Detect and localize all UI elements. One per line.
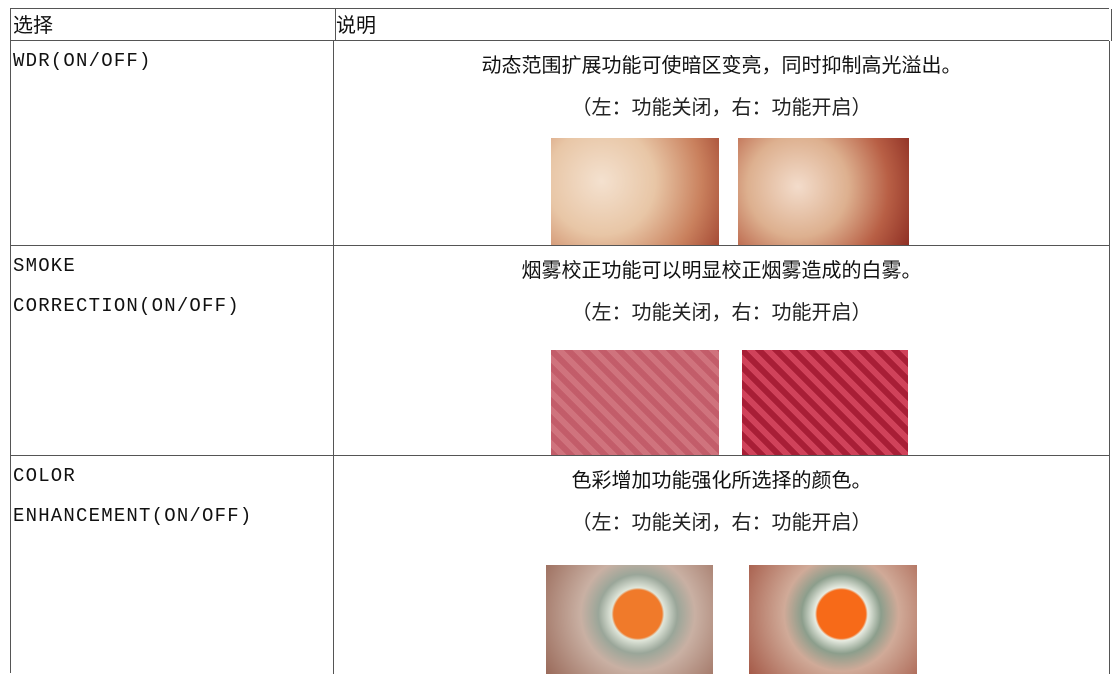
image-off (551, 138, 719, 246)
image-off (546, 565, 713, 674)
description-cell: 动态范围扩展功能可使暗区变亮，同时抑制高光溢出。 （左：功能关闭，右：功能开启） (334, 41, 1110, 246)
description-text: 色彩增加功能强化所选择的颜色。 (571, 468, 872, 492)
image-on (742, 350, 908, 456)
image-on (738, 138, 909, 246)
option-text: COLOR ENHANCEMENT(ON/OFF) (13, 465, 253, 527)
option-text: WDR(ON/OFF) (13, 50, 152, 72)
table-row: WDR(ON/OFF) 动态范围扩展功能可使暗区变亮，同时抑制高光溢出。 （左：… (11, 40, 1110, 246)
description-text: 动态范围扩展功能可使暗区变亮，同时抑制高光溢出。 (481, 53, 962, 77)
option-cell: COLOR ENHANCEMENT(ON/OFF) (11, 456, 334, 674)
header-cell: 选择 (11, 9, 336, 41)
table-row: SMOKE CORRECTION(ON/OFF) 烟雾校正功能可以明显校正烟雾造… (11, 245, 1110, 456)
image-off (551, 350, 719, 456)
table-row: COLOR ENHANCEMENT(ON/OFF) 色彩增加功能强化所选择的颜色… (11, 455, 1110, 674)
caption-text: （左：功能关闭，右：功能开启） (571, 300, 872, 324)
table: 选择 说明 WDR(ON/OFF) 动态范围扩展功能可使暗区变亮，同时抑制高光溢… (10, 8, 1112, 674)
description-text: 烟雾校正功能可以明显校正烟雾造成的白雾。 (521, 258, 922, 282)
description-cell: 烟雾校正功能可以明显校正烟雾造成的白雾。 （左：功能关闭，右：功能开启） (334, 246, 1110, 456)
option-text: SMOKE CORRECTION(ON/OFF) (13, 255, 240, 317)
description-cell: 色彩增加功能强化所选择的颜色。 （左：功能关闭，右：功能开启） (334, 456, 1110, 674)
header-cell: 说明 (334, 9, 1112, 41)
caption-text: （左：功能关闭，右：功能开启） (571, 510, 872, 534)
option-cell: WDR(ON/OFF) (11, 41, 334, 246)
header-row: 选择 说明 (11, 8, 1112, 41)
option-cell: SMOKE CORRECTION(ON/OFF) (11, 246, 334, 456)
image-on (749, 565, 917, 674)
caption-text: （左：功能关闭，右：功能开启） (571, 95, 872, 119)
